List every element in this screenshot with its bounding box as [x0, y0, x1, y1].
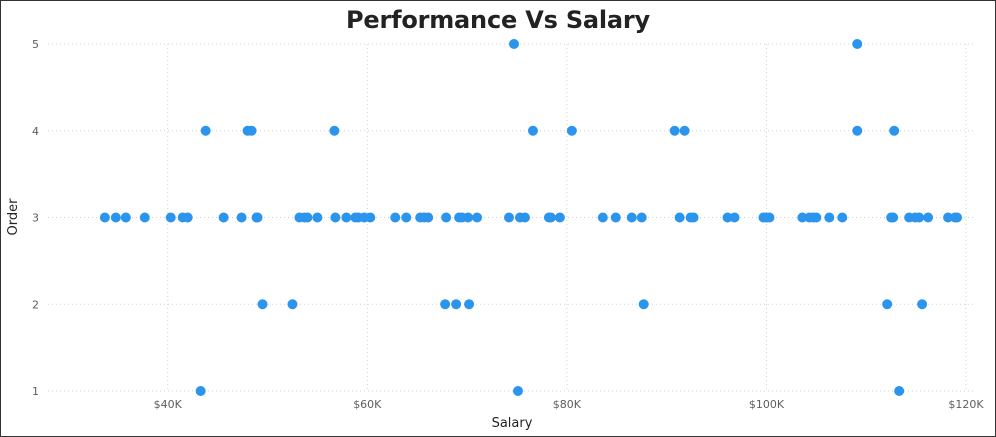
- data-point[interactable]: [401, 212, 412, 223]
- data-point[interactable]: [312, 212, 323, 223]
- x-tick-label: $60K: [353, 398, 382, 411]
- data-point[interactable]: [626, 212, 637, 223]
- y-tick-label: 4: [32, 125, 39, 138]
- data-point[interactable]: [139, 212, 150, 223]
- x-tick-label: $120K: [948, 398, 984, 411]
- data-point[interactable]: [597, 212, 608, 223]
- data-point[interactable]: [669, 125, 680, 136]
- data-point[interactable]: [952, 212, 963, 223]
- data-point[interactable]: [797, 212, 808, 223]
- data-point[interactable]: [636, 212, 647, 223]
- data-point[interactable]: [545, 212, 556, 223]
- data-point[interactable]: [519, 212, 530, 223]
- data-point[interactable]: [512, 386, 523, 396]
- data-point[interactable]: [302, 212, 313, 223]
- y-tick-label: 2: [32, 298, 39, 311]
- data-point[interactable]: [423, 212, 434, 223]
- data-point[interactable]: [638, 299, 649, 310]
- data-point[interactable]: [504, 212, 515, 223]
- data-point[interactable]: [341, 212, 352, 223]
- data-point[interactable]: [390, 212, 401, 223]
- data-point[interactable]: [440, 299, 451, 310]
- data-point[interactable]: [464, 299, 475, 310]
- data-point[interactable]: [811, 212, 822, 223]
- chart-title: Performance Vs Salary: [345, 6, 650, 34]
- y-tick-label: 1: [32, 385, 39, 398]
- data-point[interactable]: [195, 386, 206, 396]
- data-point[interactable]: [674, 212, 685, 223]
- data-point[interactable]: [852, 39, 863, 49]
- data-point[interactable]: [110, 212, 121, 223]
- x-axis: $40K $60K $80K $100K $120K: [154, 398, 985, 411]
- data-point[interactable]: [252, 212, 263, 223]
- x-tick-label: $80K: [553, 398, 582, 411]
- y-axis: 1 2 3 4 5: [32, 38, 39, 398]
- data-point[interactable]: [837, 212, 848, 223]
- data-point[interactable]: [200, 125, 211, 136]
- x-tick-label: $100K: [749, 398, 785, 411]
- data-point[interactable]: [463, 212, 474, 223]
- data-point[interactable]: [554, 212, 565, 223]
- data-point[interactable]: [894, 386, 905, 396]
- data-point[interactable]: [330, 212, 341, 223]
- data-point[interactable]: [566, 125, 577, 136]
- data-point[interactable]: [441, 212, 452, 223]
- data-point[interactable]: [764, 212, 775, 223]
- data-point[interactable]: [943, 212, 954, 223]
- data-point[interactable]: [451, 299, 462, 310]
- data-point[interactable]: [365, 212, 376, 223]
- y-axis-title: Order: [6, 198, 21, 236]
- data-point[interactable]: [165, 212, 176, 223]
- data-point[interactable]: [923, 212, 934, 223]
- data-point[interactable]: [182, 212, 193, 223]
- data-point[interactable]: [508, 39, 519, 49]
- data-point[interactable]: [527, 125, 538, 136]
- data-point[interactable]: [218, 212, 229, 223]
- data-point[interactable]: [287, 299, 298, 310]
- data-point[interactable]: [99, 212, 110, 223]
- data-point[interactable]: [882, 299, 893, 310]
- data-point[interactable]: [688, 212, 699, 223]
- data-point[interactable]: [729, 212, 740, 223]
- data-point[interactable]: [888, 212, 899, 223]
- data-point[interactable]: [679, 125, 690, 136]
- data-point[interactable]: [246, 125, 257, 136]
- x-axis-title: Salary: [492, 416, 533, 431]
- data-point[interactable]: [120, 212, 131, 223]
- data-point[interactable]: [917, 299, 928, 310]
- y-tick-label: 3: [32, 212, 39, 225]
- data-point[interactable]: [722, 212, 733, 223]
- data-point[interactable]: [889, 125, 900, 136]
- data-point[interactable]: [329, 125, 340, 136]
- data-point[interactable]: [610, 212, 621, 223]
- y-tick-label: 5: [32, 38, 39, 51]
- data-point[interactable]: [257, 299, 268, 310]
- data-point[interactable]: [472, 212, 483, 223]
- data-point[interactable]: [236, 212, 247, 223]
- x-tick-label: $40K: [154, 398, 183, 411]
- data-point[interactable]: [852, 125, 863, 136]
- data-point[interactable]: [914, 212, 925, 223]
- data-point[interactable]: [824, 212, 835, 223]
- data-points: [99, 39, 963, 396]
